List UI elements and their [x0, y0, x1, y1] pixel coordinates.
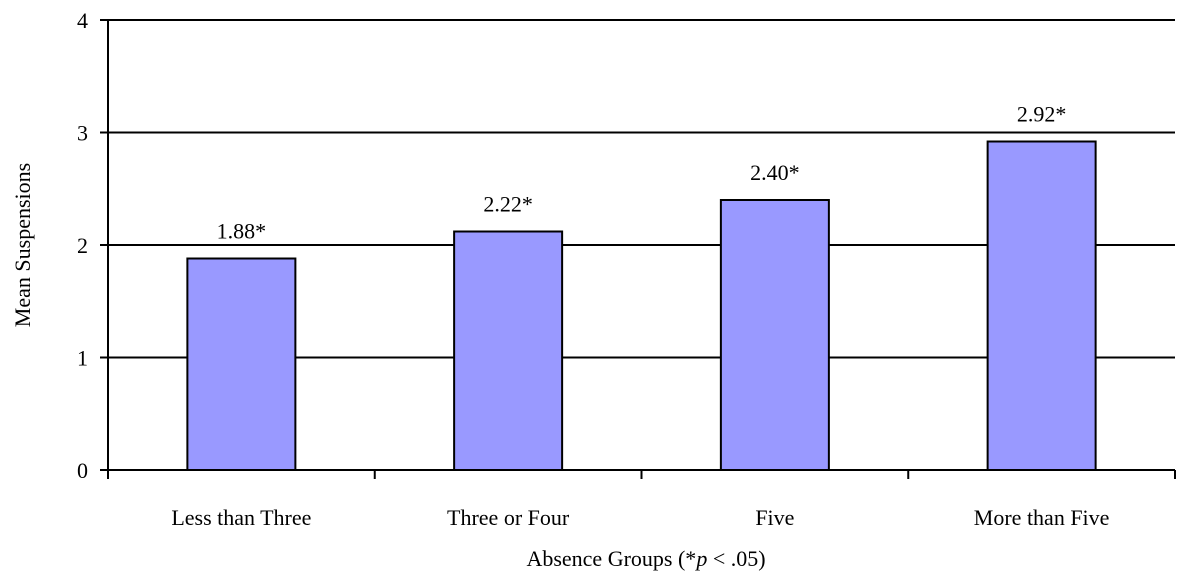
category-label-4: More than Five [974, 505, 1110, 530]
y-tick-label: 0 [77, 458, 88, 483]
axes [100, 19, 1176, 479]
bar-3 [719, 199, 830, 471]
data-label-3: 2.40* [750, 160, 800, 185]
y-tick-label: 2 [77, 233, 88, 258]
labels: 0 1 2 3 4 1.88* Less than Three 2.22* Three or F… [77, 8, 1109, 530]
bar-1 [186, 257, 297, 471]
x-axis-title-prefix: Absence Groups (* [526, 546, 696, 571]
x-axis-title: Absence Groups (*p < .05) [526, 546, 765, 571]
x-axis-title-italic: p [694, 546, 707, 571]
x-axis-title-suffix: < .05) [707, 546, 765, 571]
y-tick-label: 1 [77, 346, 88, 371]
y-tick-label: 4 [77, 8, 88, 33]
category-label-3: Five [755, 505, 794, 530]
data-label-1: 1.88* [217, 219, 267, 244]
bar-4 [986, 140, 1097, 471]
category-label-2: Three or Four [447, 505, 570, 530]
bars [186, 140, 1097, 471]
y-axis-title: Mean Suspensions [10, 163, 35, 327]
y-tick-label: 3 [77, 121, 88, 146]
bar-2 [453, 230, 564, 471]
data-label-4: 2.92* [1017, 102, 1067, 127]
data-label-2: 2.22* [483, 192, 533, 217]
category-label-1: Less than Three [171, 505, 311, 530]
